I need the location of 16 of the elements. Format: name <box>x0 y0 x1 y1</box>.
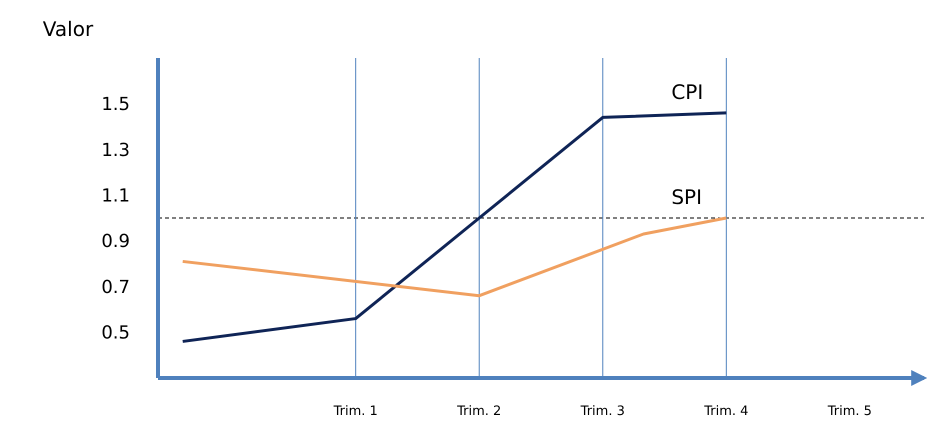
series-label: SPI <box>671 185 702 209</box>
line-series <box>181 216 728 298</box>
y-tick-label: 0.9 <box>101 231 130 252</box>
x-tick-label: Trim. 2 <box>456 404 502 420</box>
y-tick-label: 1.3 <box>101 140 130 161</box>
x-tick-label: Trim. 5 <box>826 404 872 420</box>
line-series <box>181 111 728 343</box>
y-tick-label: 0.7 <box>101 276 130 298</box>
y-axis-title: Valor <box>42 17 94 41</box>
y-tick-label: 1.1 <box>101 186 130 207</box>
x-tick-label: Trim. 4 <box>703 404 748 420</box>
series-label: CPI <box>671 80 704 104</box>
y-tick-label: 1.5 <box>101 94 130 116</box>
y-tick-label: 0.5 <box>101 322 130 344</box>
x-tick-label: Trim. 1 <box>332 404 378 420</box>
x-tick-label: Trim. 3 <box>580 404 625 420</box>
